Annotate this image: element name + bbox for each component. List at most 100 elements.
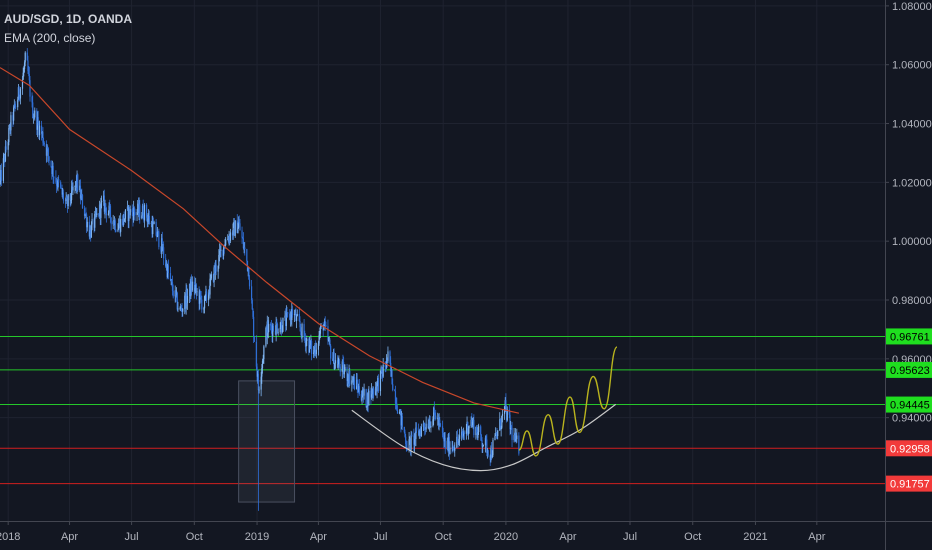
candle-body <box>313 349 315 355</box>
candle-body <box>482 445 485 447</box>
candle-body <box>506 409 508 421</box>
candle-body <box>332 358 334 361</box>
candle-body <box>346 367 348 381</box>
candle-body <box>394 390 396 392</box>
candle-body <box>148 215 150 224</box>
candle-body <box>3 155 5 159</box>
candle-body <box>368 390 370 406</box>
x-tick-label: 2021 <box>743 531 767 543</box>
candle-body <box>40 125 43 134</box>
candle-body <box>19 88 22 99</box>
candle-body <box>466 421 468 431</box>
candle-body <box>285 315 287 326</box>
candle-body <box>492 440 494 456</box>
candle-body <box>219 249 221 251</box>
candle-body <box>362 389 365 396</box>
candle-body <box>175 292 178 296</box>
candle-body <box>428 426 430 429</box>
candle-body <box>291 309 293 320</box>
candle-body <box>71 186 73 191</box>
indicator-label[interactable]: EMA (200, close) <box>4 31 96 45</box>
candle-body <box>490 448 492 460</box>
price-tag-support <box>886 475 932 492</box>
candle-body <box>225 239 227 246</box>
candle-body <box>314 347 316 353</box>
symbol-title[interactable]: AUD/SGD, 1D, OANDA <box>4 12 133 26</box>
candle-body <box>325 324 327 327</box>
candle-body <box>446 440 448 449</box>
candle-body <box>282 317 284 332</box>
candle-body <box>376 381 378 392</box>
candle-body <box>203 308 205 310</box>
candle-body <box>27 60 29 72</box>
candle-body <box>422 423 425 427</box>
candle-body <box>482 446 484 448</box>
candle-body <box>141 205 144 216</box>
candle-body <box>23 69 25 73</box>
candle-body <box>114 220 116 231</box>
candle-body <box>208 292 210 295</box>
candle-body <box>233 222 236 236</box>
candle-body <box>239 223 241 231</box>
candle-body <box>382 364 384 377</box>
candle-body <box>98 204 101 217</box>
candle-body <box>137 203 139 213</box>
candle-body <box>344 367 346 371</box>
candle-body <box>390 369 392 372</box>
candle-body <box>415 427 418 431</box>
price-tags: 0.96761 0.95623 0.94445 0.92958 0.91757 <box>886 328 932 492</box>
candle-body <box>0 169 2 180</box>
candle-body <box>454 447 456 451</box>
candle-body <box>227 239 229 241</box>
x-tick-label: Oct <box>435 531 452 543</box>
candle-body <box>286 312 288 314</box>
candle-body <box>401 416 403 427</box>
candle-body <box>457 441 459 443</box>
ema-line <box>0 67 520 414</box>
candle-body <box>377 378 379 382</box>
candle-body <box>481 440 483 447</box>
candle-body <box>323 325 325 331</box>
candle-body <box>217 265 219 272</box>
candle-body <box>105 208 107 216</box>
candle-body <box>228 235 230 242</box>
candle-body <box>107 213 110 216</box>
candle-body <box>94 211 97 214</box>
candle-body <box>110 217 112 225</box>
candle-body <box>272 325 275 331</box>
candle-body <box>271 328 273 337</box>
candle-body <box>117 229 119 232</box>
candle-body <box>47 148 50 157</box>
candle-body <box>55 182 58 186</box>
candle-body <box>22 72 24 80</box>
candle-body <box>490 448 493 458</box>
time-axis[interactable]: 2018 Apr Jul Oct 2019 Apr Jul Oct 2020 Apr Jul Oct 2… <box>0 521 932 543</box>
candle-body <box>85 214 88 228</box>
candle-body <box>220 249 222 251</box>
candle-body <box>18 87 20 97</box>
candle-body <box>478 426 480 433</box>
candle-body <box>489 455 491 460</box>
candle-body <box>21 79 24 89</box>
candle-body <box>145 204 148 218</box>
candle-body <box>389 351 391 363</box>
candle-body <box>429 421 431 428</box>
candle-body <box>398 411 401 414</box>
candle-body <box>400 416 403 426</box>
candle-body <box>347 378 350 384</box>
candle-body <box>213 267 215 282</box>
candle-body <box>332 352 335 361</box>
candle-body <box>270 325 272 329</box>
candle-body <box>5 146 7 150</box>
candle-body <box>45 144 47 156</box>
candle-body <box>334 360 337 364</box>
candle-body <box>465 430 467 434</box>
candle-body <box>486 439 488 454</box>
candle-body <box>290 313 292 320</box>
candle-body <box>472 419 474 422</box>
candle-body <box>8 125 11 129</box>
flash-crash-box <box>238 380 296 503</box>
candle-body <box>303 324 305 337</box>
candle-body <box>341 361 343 372</box>
